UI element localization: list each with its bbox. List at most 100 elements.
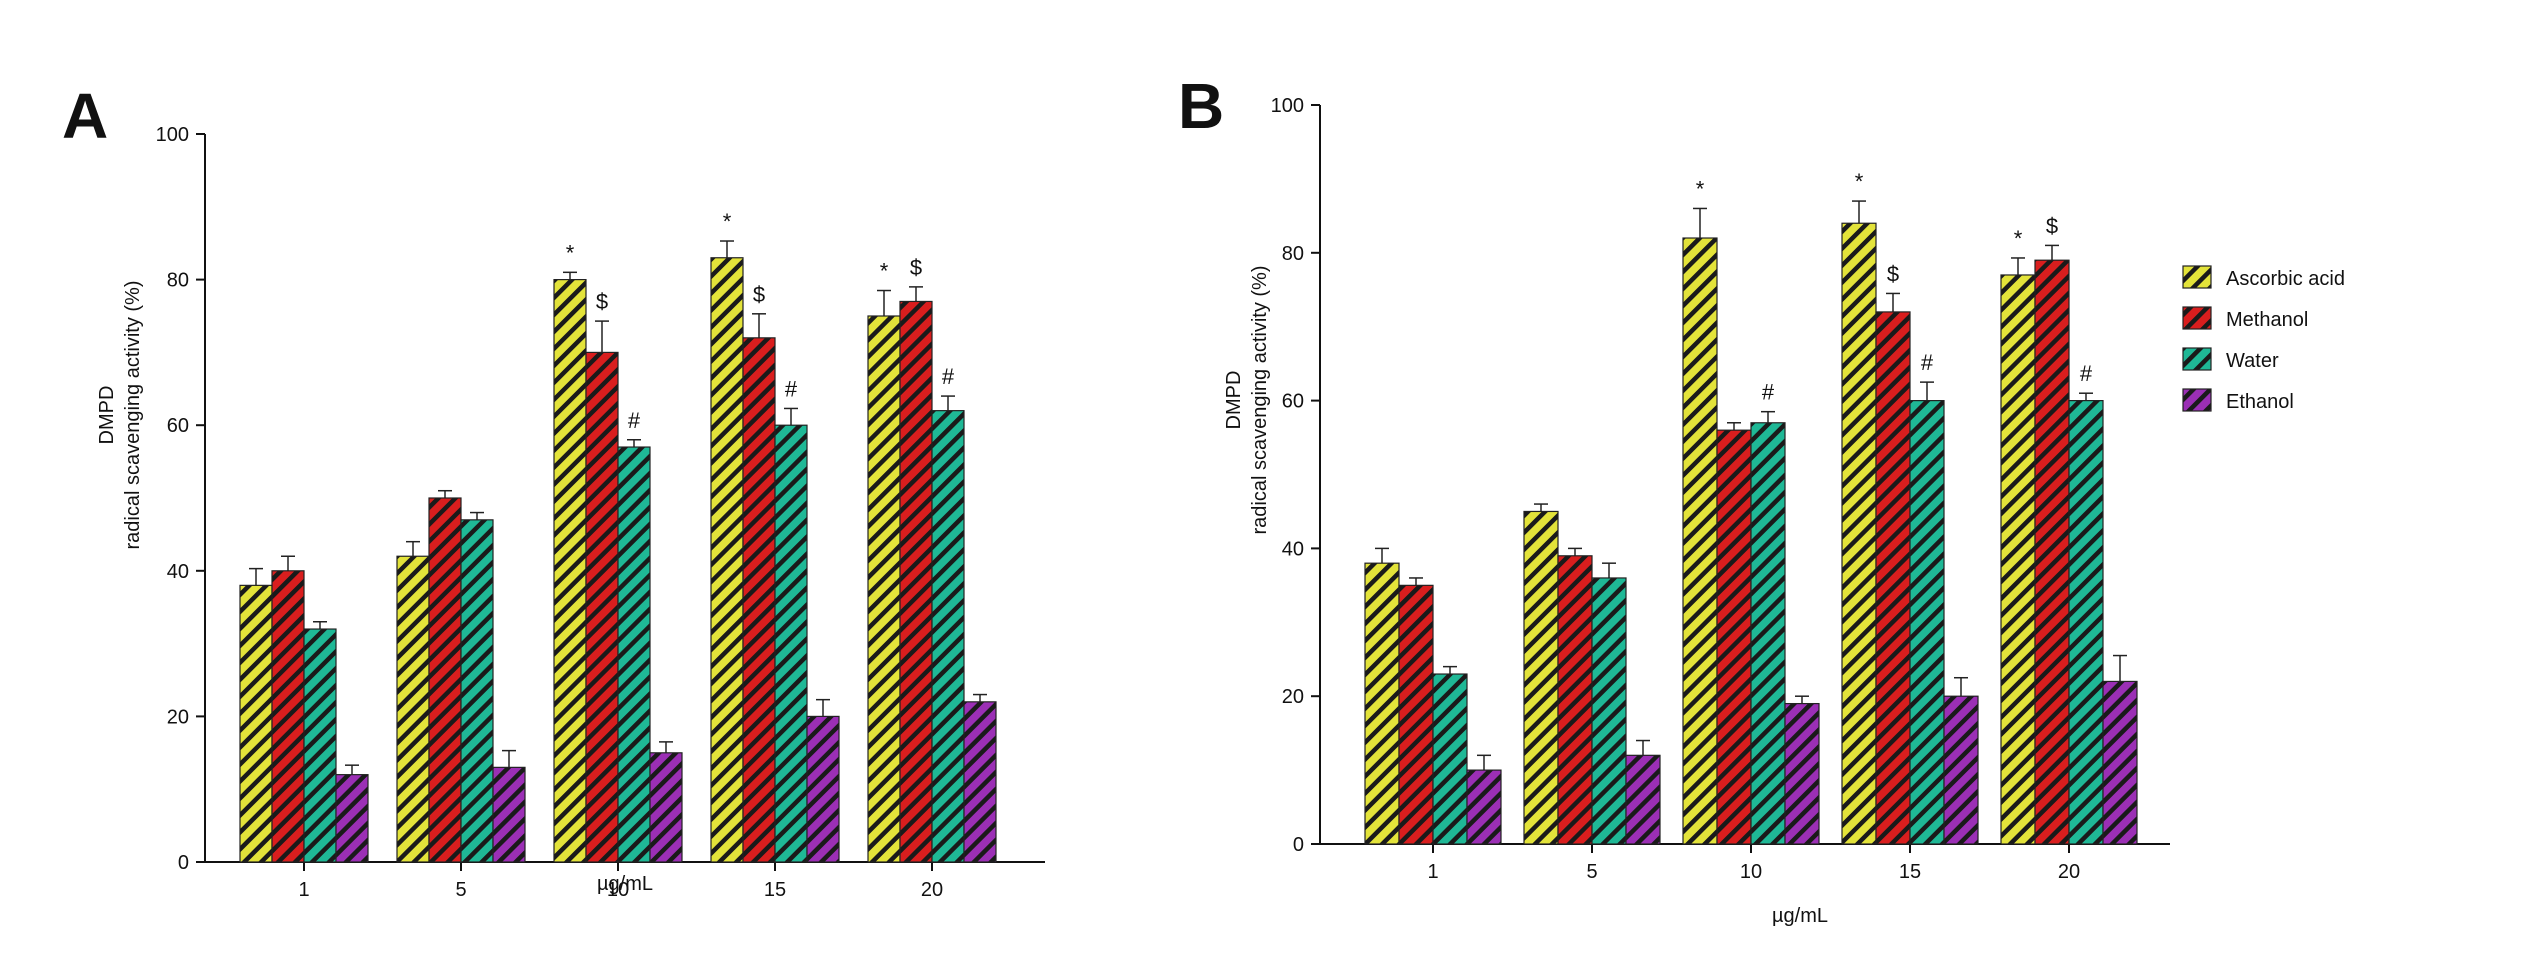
panel-a-bar-water-10 xyxy=(617,446,651,863)
legend: Ascorbic acid Methanol Water Ethanol xyxy=(2182,265,2345,413)
panel-a-annotation-methanol-15: $ xyxy=(753,282,765,307)
panel-b-bar-water-20 xyxy=(2068,400,2104,845)
panel-a-bar-ascorbic-acid-1 xyxy=(239,584,273,863)
panel-b-ytick-label: 100 xyxy=(1271,95,1304,117)
panel-a-xtick-label: 10 xyxy=(607,879,629,901)
panel-b-xtick-label: 15 xyxy=(1899,861,1921,883)
legend-swatch-ethanol xyxy=(2182,388,2212,412)
panel-a-annotation-ascorbic-acid-10: * xyxy=(566,240,575,265)
panel-a-bar-ethanol-5 xyxy=(492,766,526,863)
panel-a-annotation-water-20: # xyxy=(942,364,955,389)
panel-a-bar-ascorbic-acid-20 xyxy=(867,315,901,863)
panel-a-letter: A xyxy=(62,80,108,152)
panel-a-bar-ascorbic-acid-5 xyxy=(396,555,430,863)
panel-b-annotation-ascorbic-acid-10: * xyxy=(1696,176,1705,201)
panel-b-bar-water-5 xyxy=(1591,577,1627,845)
panel-b-letter: B xyxy=(1178,70,1224,142)
panel-a-bar-ethanol-20 xyxy=(963,701,997,863)
panel-a-ytick-label: 20 xyxy=(167,706,189,728)
panel-b-bar-methanol-15 xyxy=(1875,311,1911,845)
panel-a-ytick-label: 100 xyxy=(156,124,189,146)
panel-a-bars: * $ # * $ # * $ # xyxy=(239,209,997,863)
panel-b-bar-methanol-5 xyxy=(1557,555,1593,845)
panel-a-annotation-methanol-20: $ xyxy=(910,255,922,280)
legend-item-ethanol: Ethanol xyxy=(2182,388,2294,413)
panel-b-xtick-label: 1 xyxy=(1427,861,1438,883)
panel-b-xtick-label: 20 xyxy=(2058,861,2080,883)
panel-b-bar-ethanol-5 xyxy=(1625,754,1661,845)
panel-a-xtick-label: 1 xyxy=(298,879,309,901)
panel-b-ylabel-line2: radical scavenging activity (%) xyxy=(1249,266,1271,535)
panel-a-bar-ascorbic-acid-10 xyxy=(553,279,587,863)
panel-b-ytick-label: 80 xyxy=(1282,243,1304,265)
panel-b-ytick-label: 20 xyxy=(1282,686,1304,708)
panel-b-annotation-water-20: # xyxy=(2080,361,2093,386)
panel-b-bar-ascorbic-acid-5 xyxy=(1523,510,1559,845)
panel-a-bar-ethanol-1 xyxy=(335,774,369,863)
panel-a-xtick-label: 20 xyxy=(921,879,943,901)
legend-item-ascorbic-acid: Ascorbic acid xyxy=(2182,265,2345,290)
panel-a-annotation-ascorbic-acid-15: * xyxy=(723,209,732,234)
legend-item-water: Water xyxy=(2182,347,2279,372)
legend-label-water: Water xyxy=(2226,350,2279,372)
panel-b-bar-water-15 xyxy=(1909,400,1945,845)
panel-a-bar-ethanol-15 xyxy=(806,715,840,863)
panel-b-xtick-label: 5 xyxy=(1586,861,1597,883)
panel-a-bar-water-15 xyxy=(774,424,808,863)
panel-a-bar-methanol-15 xyxy=(742,337,776,863)
panel-b-bar-ascorbic-acid-20 xyxy=(2000,274,2036,845)
panel-a-annotation-water-15: # xyxy=(785,376,798,401)
panel-a-ylabel-line2: radical scavenging activity (%) xyxy=(122,281,144,550)
panel-b-annotation-methanol-15: $ xyxy=(1887,261,1899,286)
panel-b-annotation-water-15: # xyxy=(1921,350,1934,375)
panel-b-ytick-label: 60 xyxy=(1282,391,1304,413)
panel-b-bars: * # * $ # * $ # xyxy=(1364,169,2138,845)
legend-swatch-ascorbic-acid xyxy=(2182,265,2212,289)
legend-swatch-water xyxy=(2182,347,2212,371)
panel-b-ytick-label: 0 xyxy=(1293,834,1304,856)
panel-b-bar-ethanol-20 xyxy=(2102,680,2138,845)
panel-b-bar-methanol-1 xyxy=(1398,584,1434,845)
panel-a-bar-water-20 xyxy=(931,410,965,863)
panel-b-bar-methanol-20 xyxy=(2034,259,2070,845)
panel-b-bar-ascorbic-acid-15 xyxy=(1841,222,1877,845)
legend-swatch-methanol xyxy=(2182,306,2212,330)
panel-b-annotation-ascorbic-acid-20: * xyxy=(2014,226,2023,251)
panel-b-bar-ethanol-15 xyxy=(1943,695,1979,845)
panel-a-xtick-label: 15 xyxy=(764,879,786,901)
panel-a-bar-methanol-10 xyxy=(585,351,619,863)
panel-a-annotation-methanol-10: $ xyxy=(596,289,608,314)
panel-a-xtick-label: 5 xyxy=(455,879,466,901)
panel-b-bar-ascorbic-acid-10 xyxy=(1682,237,1718,845)
panel-b-annotation-methanol-20: $ xyxy=(2046,213,2058,238)
panel-a-bar-water-5 xyxy=(460,519,494,863)
panel-b-xlabel: µg/mL xyxy=(1772,905,1828,927)
legend-item-methanol: Methanol xyxy=(2182,306,2308,331)
panel-a-bar-methanol-1 xyxy=(271,570,305,863)
panel-a-annotation-water-10: # xyxy=(628,408,641,433)
panel-a-ytick-label: 0 xyxy=(178,852,189,874)
panel-b-ytick-label: 40 xyxy=(1282,538,1304,560)
panel-b-bar-water-10 xyxy=(1750,422,1786,845)
panel-b-bar-ethanol-10 xyxy=(1784,702,1820,845)
legend-label-methanol: Methanol xyxy=(2226,309,2308,331)
panel-a-ytick-label: 40 xyxy=(167,561,189,583)
panel-b-bar-ascorbic-acid-1 xyxy=(1364,562,1400,845)
panel-a-bar-methanol-5 xyxy=(428,497,462,863)
panel-a-bar-water-1 xyxy=(303,628,337,863)
panel-b-annotation-water-10: # xyxy=(1762,380,1775,405)
legend-label-ethanol: Ethanol xyxy=(2226,391,2294,413)
panel-b-xtick-label: 10 xyxy=(1740,861,1762,883)
panel-a-ytick-label: 60 xyxy=(167,415,189,437)
panel-b-bar-ethanol-1 xyxy=(1466,769,1502,845)
panel-a-bar-ethanol-10 xyxy=(649,752,683,863)
panel-b-annotation-ascorbic-acid-15: * xyxy=(1855,169,1864,194)
panel-b-bar-water-1 xyxy=(1432,673,1468,845)
panel-b-bar-methanol-10 xyxy=(1716,429,1752,845)
panel-b-ylabel-line1: DMPD xyxy=(1223,371,1245,430)
panel-a-xlabel: µg/mL xyxy=(597,873,653,895)
